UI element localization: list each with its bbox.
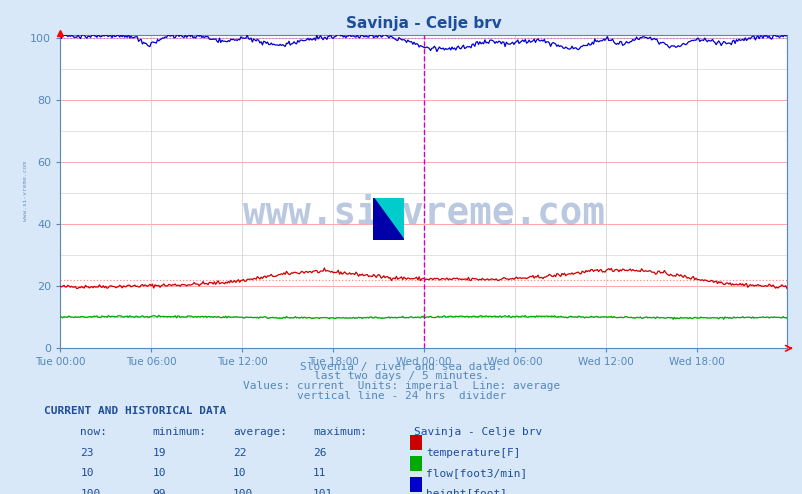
Title: Savinja - Celje brv: Savinja - Celje brv — [346, 16, 500, 31]
Polygon shape — [373, 198, 403, 240]
Text: Values: current  Units: imperial  Line: average: Values: current Units: imperial Line: av… — [242, 381, 560, 391]
Text: 10: 10 — [152, 468, 166, 478]
Text: minimum:: minimum: — [152, 427, 206, 437]
Text: 10: 10 — [80, 468, 94, 478]
Text: 99: 99 — [152, 489, 166, 494]
Text: Slovenia / river and sea data.: Slovenia / river and sea data. — [300, 362, 502, 371]
Text: 100: 100 — [233, 489, 253, 494]
Text: average:: average: — [233, 427, 286, 437]
Text: now:: now: — [80, 427, 107, 437]
Text: 26: 26 — [313, 448, 326, 457]
Text: flow[foot3/min]: flow[foot3/min] — [426, 468, 527, 478]
Text: height[foot]: height[foot] — [426, 489, 507, 494]
Text: CURRENT AND HISTORICAL DATA: CURRENT AND HISTORICAL DATA — [44, 406, 226, 416]
Text: last two days / 5 minutes.: last two days / 5 minutes. — [314, 371, 488, 381]
Text: 11: 11 — [313, 468, 326, 478]
Text: 101: 101 — [313, 489, 333, 494]
Text: www.si-vreme.com: www.si-vreme.com — [242, 196, 604, 231]
Text: maximum:: maximum: — [313, 427, 367, 437]
Text: 10: 10 — [233, 468, 246, 478]
Text: 23: 23 — [80, 448, 94, 457]
Text: 19: 19 — [152, 448, 166, 457]
Text: 22: 22 — [233, 448, 246, 457]
Polygon shape — [373, 198, 403, 240]
Text: vertical line - 24 hrs  divider: vertical line - 24 hrs divider — [297, 391, 505, 401]
Text: www.si-vreme.com: www.si-vreme.com — [22, 162, 28, 221]
Text: Savinja - Celje brv: Savinja - Celje brv — [413, 427, 541, 437]
Text: 100: 100 — [80, 489, 100, 494]
Text: temperature[F]: temperature[F] — [426, 448, 520, 457]
